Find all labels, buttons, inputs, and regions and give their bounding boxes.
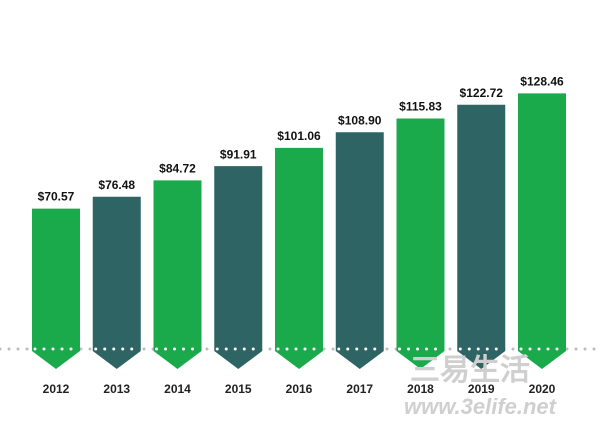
bar (153, 180, 202, 369)
x-tick-label: 2015 (225, 382, 252, 396)
x-tick-label: 2020 (529, 382, 556, 396)
x-tick-label: 2018 (407, 382, 434, 396)
bar (214, 166, 263, 369)
x-tick-label: 2013 (103, 382, 130, 396)
x-tick-label: 2019 (468, 382, 495, 396)
x-tick-label: 2016 (286, 382, 313, 396)
watermark-brand: 三易生活 (410, 354, 530, 387)
bar (32, 208, 80, 369)
value-label: $122.72 (460, 86, 504, 100)
value-label: $76.48 (98, 178, 135, 192)
value-label: $91.91 (220, 147, 257, 161)
value-label: $101.06 (277, 129, 321, 143)
value-label: $115.83 (399, 100, 442, 114)
watermark-url: www.3elife.net (404, 394, 558, 419)
x-tick-label: 2017 (346, 382, 373, 396)
bar (335, 132, 384, 369)
bar (457, 104, 506, 369)
value-label: $84.72 (159, 162, 196, 176)
value-label: $128.46 (520, 75, 564, 89)
bar (275, 147, 323, 369)
bar (396, 118, 445, 370)
x-tick-label: 2014 (164, 382, 191, 396)
bars (32, 93, 566, 370)
bar (518, 93, 566, 370)
value-label: $108.90 (338, 113, 382, 127)
value-label: $70.57 (38, 190, 75, 204)
bar (92, 196, 141, 369)
x-tick-label: 2012 (43, 382, 70, 396)
